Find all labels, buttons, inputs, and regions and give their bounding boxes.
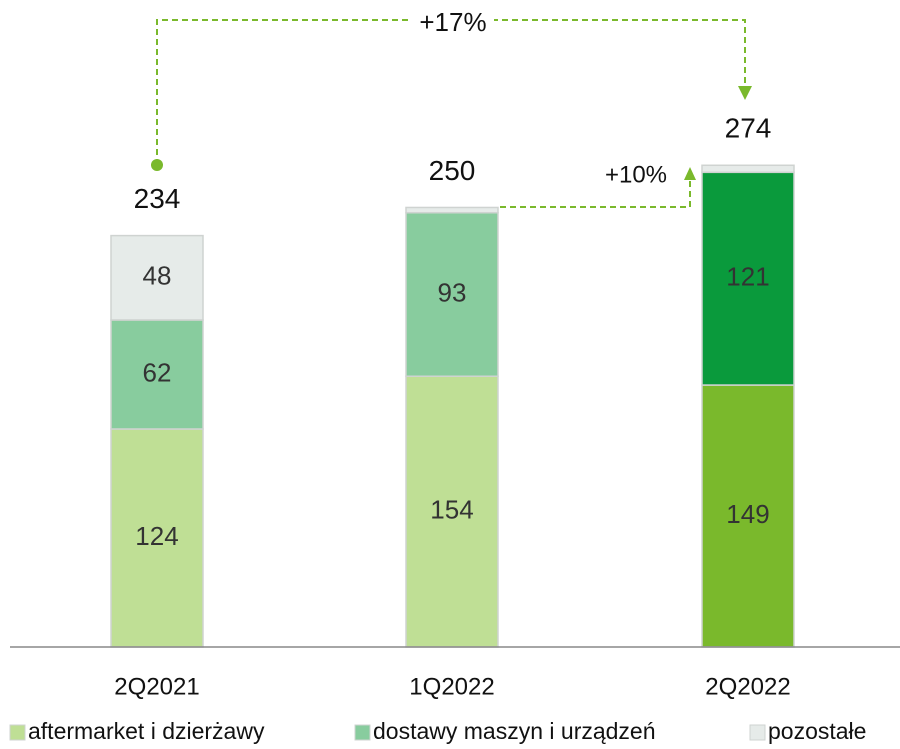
segment-label: 121 [726,262,769,292]
segment-label: 154 [430,494,473,524]
total-label: 250 [429,155,476,186]
legend-label: aftermarket i dzierżawy [28,718,265,744]
segment-label: 62 [143,357,172,387]
arrow-head [684,167,696,180]
segment-label: 93 [438,277,467,307]
segment-label: 124 [135,521,178,551]
legend-swatch [9,724,26,741]
growth-arrows [156,19,746,208]
bar-segment [701,171,795,386]
bar-segment [701,164,795,174]
bar-segment [110,234,204,321]
annotation: +17% [419,7,486,37]
label-bg [412,8,494,38]
bar-segment [405,206,499,214]
bar-segment [110,428,204,648]
arrow-head [738,86,752,100]
legend-label: pozostałe [768,718,866,744]
legend-label: dostawy maszyn i urządzeń [373,718,656,744]
bar-segment [405,211,499,377]
segment-label: 149 [726,499,769,529]
total-label: 274 [725,113,772,144]
legend-swatch [354,724,371,741]
x-tick-label: 1Q2022 [409,673,494,700]
legend-swatch [749,724,766,741]
total-label: 234 [134,183,181,214]
segment-label: 48 [143,261,172,291]
bar-segment [405,375,499,648]
x-tick-label: 2Q2021 [114,673,199,700]
arrow-10 [500,176,691,208]
annotation: +10% [605,161,667,188]
arrow-start [151,159,163,171]
arrow-17 [156,19,746,165]
x-tick-label: 2Q2022 [705,673,790,700]
